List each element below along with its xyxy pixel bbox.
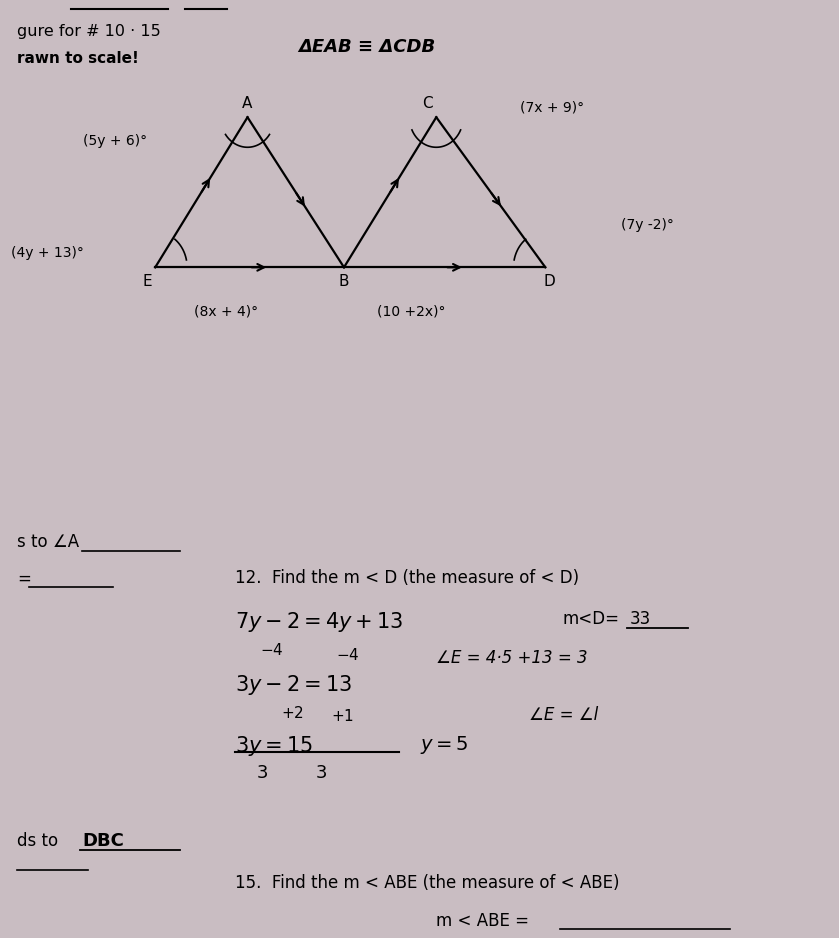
Text: $3$: $3$ [256, 764, 268, 782]
Text: (10 +2x)°: (10 +2x)° [377, 305, 446, 319]
Text: ∠E = 4·5 +13 = 3: ∠E = 4·5 +13 = 3 [436, 649, 588, 667]
Text: $+1$: $+1$ [331, 708, 354, 724]
Text: A: A [242, 96, 253, 111]
Text: ds to: ds to [17, 832, 58, 850]
Text: $+2$: $+2$ [281, 705, 304, 721]
Text: DBC: DBC [82, 832, 124, 850]
Text: C: C [423, 96, 433, 111]
Text: $3y = 15$: $3y = 15$ [235, 734, 313, 758]
Text: D: D [544, 274, 555, 289]
Text: =: = [17, 569, 31, 587]
Text: (5y + 6)°: (5y + 6)° [83, 134, 147, 147]
Text: $3y - 2 = 13$: $3y - 2 = 13$ [235, 673, 352, 698]
Text: $7y - 2 = 4y + 13$: $7y - 2 = 4y + 13$ [235, 610, 404, 634]
Text: E: E [142, 274, 152, 289]
Text: gure for # 10 · 15: gure for # 10 · 15 [17, 24, 160, 39]
Text: B: B [339, 274, 349, 289]
Text: 33: 33 [629, 610, 650, 628]
Text: ΔEAB ≡ ΔCDB: ΔEAB ≡ ΔCDB [298, 38, 435, 55]
Text: (8x + 4)°: (8x + 4)° [195, 305, 258, 319]
Text: (7y -2)°: (7y -2)° [621, 219, 674, 232]
Text: 12.  Find the m < D (the measure of < D): 12. Find the m < D (the measure of < D) [235, 569, 579, 587]
Text: rawn to scale!: rawn to scale! [17, 51, 138, 66]
Text: s to ∠A: s to ∠A [17, 533, 79, 551]
Text: $-4$: $-4$ [260, 642, 284, 658]
Text: (7x + 9)°: (7x + 9)° [520, 101, 584, 114]
Text: m<D=: m<D= [562, 610, 619, 628]
Text: 15.  Find the m < ABE (the measure of < ABE): 15. Find the m < ABE (the measure of < A… [235, 874, 619, 892]
Text: $y = 5$: $y = 5$ [420, 734, 468, 755]
Text: ∠E = ∠l: ∠E = ∠l [529, 706, 598, 724]
Text: (4y + 13)°: (4y + 13)° [11, 247, 84, 260]
Text: $-4$: $-4$ [336, 647, 359, 663]
Text: $3$: $3$ [315, 764, 326, 782]
Text: m < ABE =: m < ABE = [436, 912, 529, 930]
